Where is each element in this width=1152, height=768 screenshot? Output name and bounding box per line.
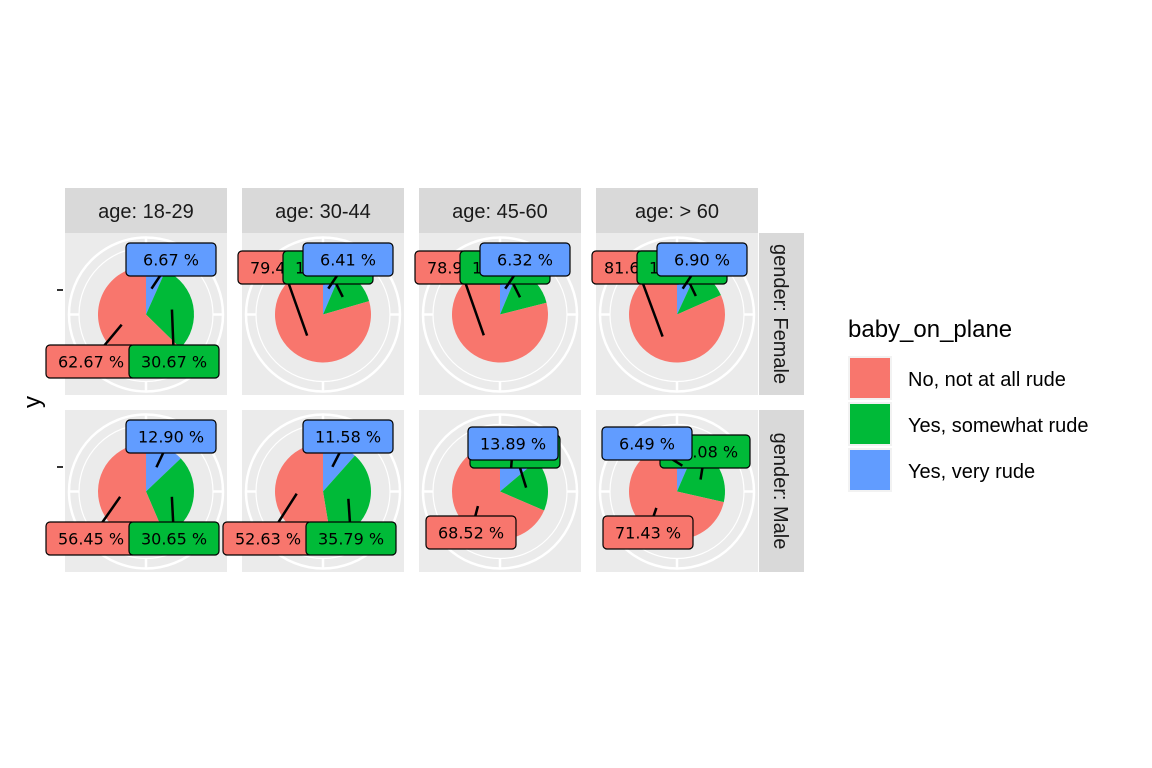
data-label-box-yes-very-rude: [302, 419, 394, 454]
slice-no-not-at-all-rude: [275, 443, 331, 540]
panel-r1-c2: 79.49 %14.10 %6.41 %: [237, 233, 404, 395]
data-label-yes-very-rude: 6.90 %: [674, 251, 730, 270]
slice-yes-somewhat-rude: [146, 270, 194, 349]
slice-yes-somewhat-rude: [146, 458, 194, 536]
slice-no-not-at-all-rude: [275, 266, 371, 363]
strip-col-1: [65, 188, 227, 233]
data-label-yes-very-rude: 6.49 %: [619, 435, 675, 454]
y-axis-title: y: [19, 396, 46, 408]
legend-label-yes-somewhat-rude: Yes, somewhat rude: [908, 415, 1088, 437]
data-label-yes-very-rude: 12.90 %: [138, 428, 204, 447]
panel-r1-c4: 81.61 %11.49 %6.90 %: [591, 233, 758, 395]
panel-r2-c4: 71.43 %22.08 %6.49 %: [596, 410, 758, 572]
data-label-no-not-at-all-rude: 52.63 %: [235, 530, 301, 549]
slice-yes-somewhat-rude: [500, 460, 549, 511]
panel-r2-c2: 52.63 % 35.79 % 11.58 %: [222, 410, 404, 572]
slice-no-not-at-all-rude: [452, 266, 548, 363]
data-label-yes-very-rude: 13.89 %: [480, 435, 546, 454]
data-label-yes-very-rude: 6.32 %: [497, 251, 553, 270]
legend-label-no-not-at-all-rude: No, not at all rude: [908, 369, 1066, 391]
strip-col-label-3: age: 45-60: [452, 201, 548, 223]
data-label-box-yes-very-rude: [601, 426, 693, 461]
data-label-yes-somewhat-rude: 35.79 %: [318, 530, 384, 549]
legend: baby_on_plane No, not at all rude Yes, s…: [848, 316, 1088, 492]
data-label-yes-very-rude: 11.58 %: [315, 428, 381, 447]
data-label-box-yes-somewhat-rude: [305, 521, 397, 556]
strip-col-2: [242, 188, 404, 233]
strip-col-label-2: age: 30-44: [275, 201, 371, 223]
data-label-yes-very-rude: 6.67 %: [143, 251, 199, 270]
slice-yes-very-rude: [146, 266, 166, 315]
data-label-box-no-not-at-all-rude: [602, 515, 694, 550]
strip-col-3: [419, 188, 581, 233]
data-label-no-not-at-all-rude: 68.52 %: [438, 524, 504, 543]
strip-row-1: [759, 233, 804, 395]
legend-swatch-yes-very-rude: [850, 450, 890, 490]
strip-row-2: [759, 410, 804, 572]
slice-yes-somewhat-rude: [500, 270, 547, 315]
data-label-box-yes-somewhat-rude: [128, 344, 220, 379]
slice-yes-very-rude: [323, 443, 355, 492]
slice-no-not-at-all-rude: [97, 443, 165, 540]
data-label-box-yes-very-rude: [302, 242, 394, 277]
panel-r1-c1: 62.67 % 30.67 % 6.67 %: [45, 233, 227, 395]
strip-row-label-2: gender: Male: [769, 433, 791, 550]
strip-col-label-1: age: 18-29: [98, 201, 194, 223]
data-label-box-yes-somewhat-rude: [128, 521, 220, 556]
legend-swatch-no-not-at-all-rude: [850, 358, 890, 398]
facet-grid: age: 18-29 age: 30-44 age: 45-60 age: > 60 g…: [45, 188, 804, 572]
data-label-box-yes-very-rude: [125, 419, 217, 454]
data-label-yes-somewhat-rude: 30.67 %: [141, 353, 207, 372]
data-label-box-yes-very-rude: [125, 242, 217, 277]
slice-no-not-at-all-rude: [628, 266, 725, 363]
data-label-box-no-not-at-all-rude: [425, 515, 517, 550]
data-label-box-yes-very-rude: [479, 242, 571, 277]
slice-no-not-at-all-rude: [97, 266, 181, 363]
legend-label-yes-very-rude: Yes, very rude: [908, 461, 1035, 483]
slice-yes-somewhat-rude: [323, 455, 372, 539]
strip-col-4: [596, 188, 758, 233]
strip-row-label-1: gender: Female: [769, 244, 791, 384]
data-label-no-not-at-all-rude: 56.45 %: [58, 530, 124, 549]
data-label-yes-very-rude: 6.41 %: [320, 251, 376, 270]
legend-swatch-yes-somewhat-rude: [850, 404, 890, 444]
strip-col-label-4: age: > 60: [635, 201, 719, 223]
y-axis: y: [19, 289, 63, 468]
panel-r2-c1: 56.45 % 30.65 % 12.90 %: [45, 410, 227, 572]
panel-r1-c3: 78.95 %14.74 %6.32 %: [414, 233, 581, 395]
legend-title: baby_on_plane: [848, 316, 1012, 343]
data-label-yes-somewhat-rude: 30.65 %: [141, 530, 207, 549]
data-label-no-not-at-all-rude: 71.43 %: [615, 524, 681, 543]
slice-yes-very-rude: [146, 443, 181, 492]
data-label-box-yes-very-rude: [467, 426, 559, 461]
panel-r2-c3: 68.52 %17.59 %13.89 %: [419, 410, 581, 572]
data-label-no-not-at-all-rude: 62.67 %: [58, 353, 124, 372]
data-label-box-yes-very-rude: [656, 242, 748, 277]
